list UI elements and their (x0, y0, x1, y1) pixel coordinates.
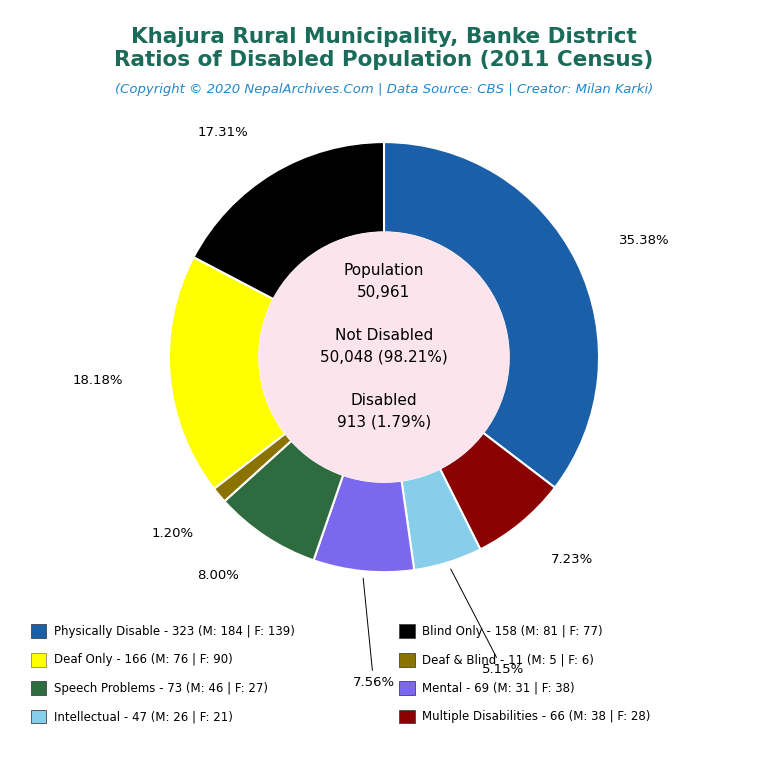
Text: Multiple Disabilities - 66 (M: 38 | F: 28): Multiple Disabilities - 66 (M: 38 | F: 2… (422, 710, 650, 723)
Wedge shape (402, 468, 480, 570)
Text: Khajura Rural Municipality, Banke District
Ratios of Disabled Population (2011 C: Khajura Rural Municipality, Banke Distri… (114, 27, 654, 70)
Text: 35.38%: 35.38% (619, 234, 670, 247)
Text: 17.31%: 17.31% (197, 126, 248, 139)
Text: (Copyright © 2020 NepalArchives.Com | Data Source: CBS | Creator: Milan Karki): (Copyright © 2020 NepalArchives.Com | Da… (115, 83, 653, 96)
Wedge shape (384, 142, 599, 488)
Wedge shape (169, 257, 286, 488)
Text: Intellectual - 47 (M: 26 | F: 21): Intellectual - 47 (M: 26 | F: 21) (54, 710, 233, 723)
Text: Blind Only - 158 (M: 81 | F: 77): Blind Only - 158 (M: 81 | F: 77) (422, 625, 603, 637)
Text: 1.20%: 1.20% (152, 528, 194, 540)
Circle shape (260, 233, 508, 482)
Text: 18.18%: 18.18% (72, 373, 123, 386)
Text: Speech Problems - 73 (M: 46 | F: 27): Speech Problems - 73 (M: 46 | F: 27) (54, 682, 268, 694)
Wedge shape (313, 475, 414, 572)
Text: 7.23%: 7.23% (551, 553, 594, 566)
Text: 7.56%: 7.56% (353, 578, 395, 689)
Text: Physically Disable - 323 (M: 184 | F: 139): Physically Disable - 323 (M: 184 | F: 13… (54, 625, 295, 637)
Text: Deaf & Blind - 11 (M: 5 | F: 6): Deaf & Blind - 11 (M: 5 | F: 6) (422, 654, 594, 666)
Text: Deaf Only - 166 (M: 76 | F: 90): Deaf Only - 166 (M: 76 | F: 90) (54, 654, 233, 666)
Text: 5.15%: 5.15% (451, 569, 524, 676)
Wedge shape (214, 433, 291, 502)
Wedge shape (440, 433, 555, 549)
Wedge shape (224, 441, 343, 561)
Wedge shape (194, 142, 384, 300)
Text: Population
50,961

Not Disabled
50,048 (98.21%)

Disabled
913 (1.79%): Population 50,961 Not Disabled 50,048 (9… (320, 263, 448, 429)
Text: 8.00%: 8.00% (197, 569, 239, 582)
Text: Mental - 69 (M: 31 | F: 38): Mental - 69 (M: 31 | F: 38) (422, 682, 575, 694)
